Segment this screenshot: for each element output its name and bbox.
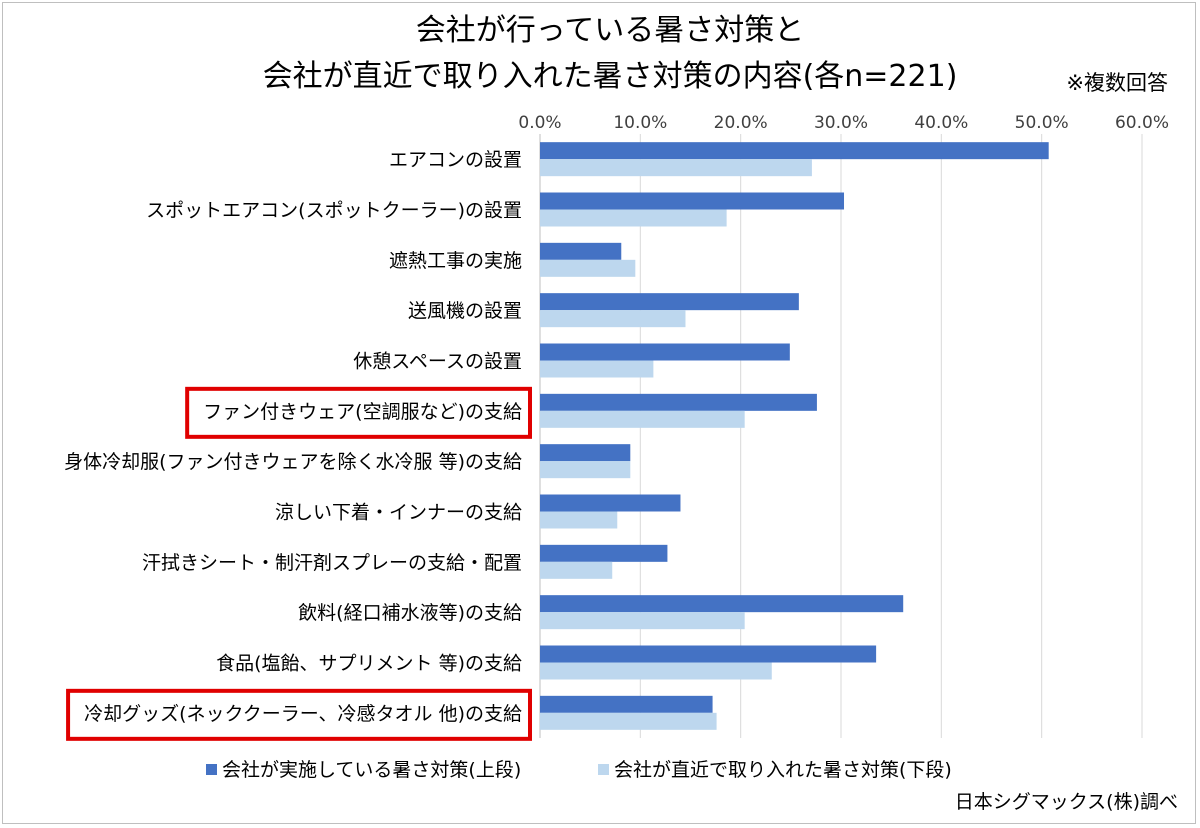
category-label: 休憩スペースの設置 <box>353 351 522 373</box>
category-labels: エアコンの設置スポットエアコン(スポットクーラー)の設置遮熱工事の実施送風機の設… <box>64 149 522 725</box>
bar-recent-measure <box>540 511 618 529</box>
category-label: 汗拭きシート・制汗剤スプレーの支給・配置 <box>142 552 522 574</box>
bar-recent-measure <box>540 612 745 630</box>
category-label: 冷却グッズ(ネッククーラー、冷感タオル 他)の支給 <box>84 703 522 725</box>
gridlines <box>539 134 1143 738</box>
bar-recent-measure <box>540 360 654 378</box>
x-tick-label: 20.0% <box>714 113 768 133</box>
bar-current-measure <box>540 695 713 713</box>
bar-current-measure <box>540 494 681 512</box>
legend-swatch-recent <box>598 764 609 775</box>
x-tick-label: 0.0% <box>518 113 561 133</box>
bar-recent-measure <box>540 209 727 227</box>
bar-current-measure <box>540 242 622 260</box>
source-credit: 日本シグマックス(株)調べ <box>955 791 1178 813</box>
bars <box>540 142 1049 730</box>
bar-recent-measure <box>540 712 717 730</box>
bar-current-measure <box>540 192 845 210</box>
highlight-box <box>66 688 532 741</box>
multiple-answer-note: ※複数回答 <box>1066 71 1168 95</box>
highlight-box <box>185 386 532 439</box>
category-label: スポットエアコン(スポットクーラー)の設置 <box>146 200 522 222</box>
legend-label-recent: 会社が直近で取り入れた暑さ対策(下段) <box>614 759 952 781</box>
bar-current-measure <box>540 544 668 562</box>
bar-recent-measure <box>540 662 772 680</box>
category-label: 遮熱工事の実施 <box>389 250 522 272</box>
category-label: 身体冷却服(ファン付きウェアを除く水冷服 等)の支給 <box>64 451 522 473</box>
bar-current-measure <box>540 444 631 462</box>
x-tick-label: 50.0% <box>1015 113 1069 133</box>
category-label: 涼しい下着・インナーの支給 <box>275 502 522 524</box>
bar-recent-measure <box>540 561 613 579</box>
category-label: エアコンの設置 <box>389 149 522 171</box>
chart-title-line-1: 会社が行っている暑さ対策と <box>416 13 805 48</box>
bar-recent-measure <box>540 159 812 177</box>
category-label: 飲料(経口補水液等)の支給 <box>298 602 522 624</box>
legend-swatch-current <box>206 764 217 775</box>
legend-label-current: 会社が実施している暑さ対策(上段) <box>222 759 521 781</box>
bar-current-measure <box>540 343 790 361</box>
bar-recent-measure <box>540 310 686 328</box>
x-tick-label: 10.0% <box>613 113 667 133</box>
x-tick-label: 30.0% <box>814 113 868 133</box>
chart-title-line-2: 会社が直近で取り入れた暑さ対策の内容(各n=221) <box>263 59 958 94</box>
bar-current-measure <box>540 142 1049 160</box>
bar-recent-measure <box>540 259 636 277</box>
bar-current-measure <box>540 595 904 613</box>
x-axis-ticks: 0.0% 10.0% 20.0% 30.0% 40.0% 50.0% 60.0% <box>518 113 1169 133</box>
highlight-boxes <box>66 386 532 741</box>
bar-current-measure <box>540 393 817 411</box>
bar-current-measure <box>540 293 799 311</box>
x-tick-label: 40.0% <box>914 113 968 133</box>
category-label: 送風機の設置 <box>408 300 522 322</box>
legend: 会社が実施している暑さ対策(上段) 会社が直近で取り入れた暑さ対策(下段) <box>206 759 952 781</box>
category-label: ファン付きウェア(空調服など)の支給 <box>203 401 522 423</box>
bar-current-measure <box>540 645 877 663</box>
x-tick-label: 60.0% <box>1115 113 1169 133</box>
bar-recent-measure <box>540 461 631 479</box>
bar-recent-measure <box>540 410 745 428</box>
category-label: 食品(塩飴、サプリメント 等)の支給 <box>216 653 522 675</box>
